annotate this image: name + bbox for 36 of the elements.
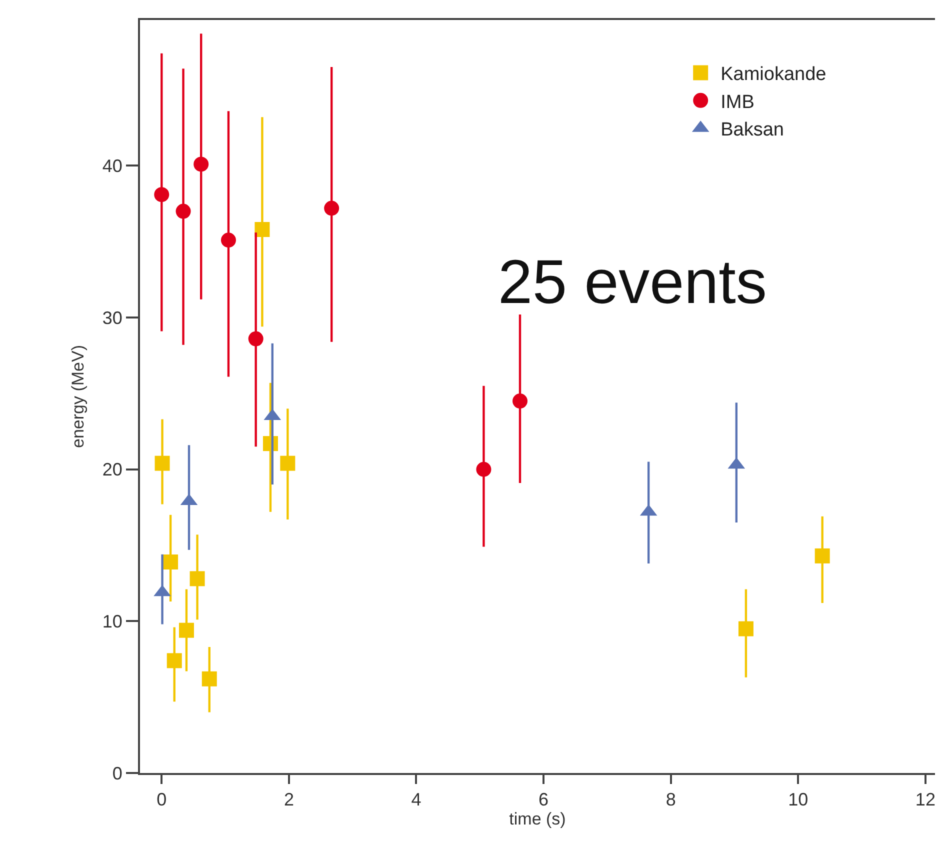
- y-tick-label: 0: [112, 763, 122, 784]
- x-tick-label: 12: [915, 790, 936, 810]
- point: [220, 232, 236, 248]
- y-tick-label: 40: [102, 156, 122, 176]
- legend-label: Baksan: [720, 120, 784, 141]
- y-tick-label: 30: [102, 308, 122, 328]
- point: [163, 554, 178, 570]
- point: [738, 621, 754, 636]
- x-tick-label: 0: [156, 790, 167, 810]
- point: [280, 456, 296, 471]
- x-tick-label: 8: [666, 790, 676, 810]
- y-axis-title: energy (MeV): [68, 345, 88, 448]
- annotation: 25 events: [498, 248, 767, 317]
- point: [324, 200, 340, 216]
- legend-label: IMB: [720, 92, 754, 113]
- point: [476, 462, 492, 477]
- y-tick-label: 10: [102, 611, 122, 632]
- point: [166, 653, 182, 668]
- point: [814, 548, 830, 564]
- point: [190, 571, 205, 586]
- point: [512, 394, 528, 409]
- x-tick-label: 6: [538, 790, 549, 810]
- x-axis-title: time (s): [509, 810, 566, 829]
- legend-label: Kamiokande: [720, 64, 826, 86]
- point: [154, 187, 170, 202]
- point: [248, 331, 264, 346]
- point: [194, 156, 209, 172]
- point: [176, 204, 191, 219]
- point: [154, 456, 170, 471]
- point: [178, 622, 194, 638]
- y-tick-label: 20: [102, 460, 122, 480]
- point: [202, 671, 217, 686]
- x-tick-label: 2: [284, 790, 294, 810]
- x-tick-label: 10: [788, 790, 808, 810]
- x-tick-label: 4: [411, 790, 422, 810]
- point: [254, 222, 270, 237]
